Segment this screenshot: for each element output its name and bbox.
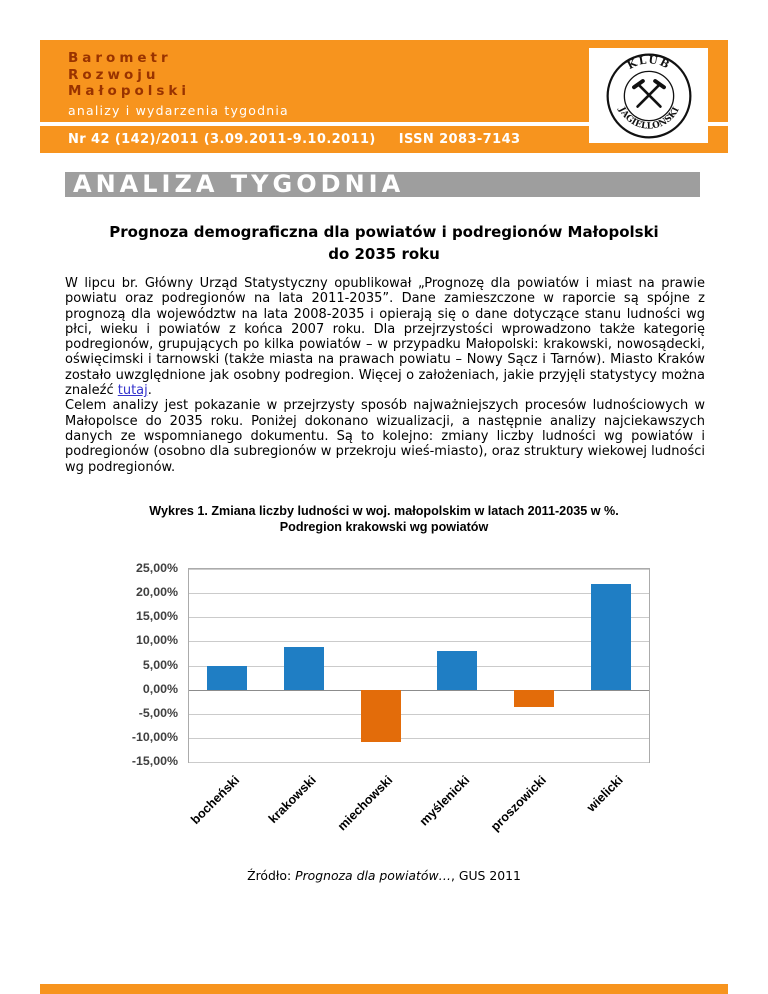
chart-x-axis: bocheński krakowski miechowski myślenicki pr…	[188, 763, 648, 865]
chart-xtick-label: miechowski	[335, 773, 396, 834]
chart-xtick-label: krakowski	[265, 773, 319, 826]
paragraph-1-text: W lipcu br. Główny Urząd Statystyczny op…	[65, 276, 705, 399]
chart-ytick-label: -15,00%	[131, 754, 178, 768]
chart-bar-krakowski	[284, 646, 324, 690]
chart-xtick-label: wielicki	[583, 773, 626, 815]
chart-xtick-label: bocheński	[188, 773, 243, 827]
chart-gridline	[189, 617, 649, 619]
paragraph-1: W lipcu br. Główny Urząd Statystyczny op…	[65, 276, 705, 398]
brand-title: Barometr Rozwoju Małopolski	[68, 50, 728, 100]
chart-bar-wielicki	[590, 584, 631, 690]
chart-gridline	[189, 737, 649, 739]
chart-ytick-label: -5,00%	[138, 705, 178, 720]
article-title-line1: Prognoza demograficzna dla powiatów i po…	[109, 223, 659, 241]
tutaj-link[interactable]: tutaj	[117, 383, 148, 399]
chart-gridline	[189, 569, 649, 570]
brand-line-1: Barometr	[68, 50, 172, 66]
chart-xtick-label: proszowicki	[488, 773, 549, 834]
paragraph-2: Celem analizy jest pokazanie w przejrzys…	[65, 398, 705, 475]
source-prefix: Źródło:	[247, 868, 296, 883]
brand-line-2: Rozwoju	[68, 66, 160, 83]
source-work-title: Prognoza dla powiatów…	[295, 868, 451, 883]
paragraph-1-end: .	[147, 383, 152, 399]
article-title-line2: do 2035 roku	[328, 245, 440, 263]
chart-area: 25,00% 20,00% 15,00% 10,00% 5,00% 0,00% -5,00%…	[115, 561, 703, 768]
chart-title-line1: Wykres 1. Zmiana liczby ludności w woj. …	[149, 504, 619, 518]
logo-box: KLUB JAGIELLOŃSKI	[589, 48, 708, 143]
chart-title-line2: Podregion krakowski wg powiatów	[279, 520, 489, 534]
newsletter-header: Barometr Rozwoju Małopolski analizy i wy…	[40, 40, 728, 153]
chart-title: Wykres 1. Zmiana liczby ludności w woj. …	[65, 503, 703, 535]
chart-gridline	[189, 762, 649, 763]
footer-bar	[40, 984, 728, 994]
chart-gridline	[189, 593, 649, 595]
issn-number: ISSN 2083-7143	[398, 132, 521, 147]
issue-number: Nr 42 (142)/2011 (3.09.2011-9.10.2011)	[68, 132, 376, 147]
brand-line-3: Małopolski	[68, 83, 191, 99]
article-title: Prognoza demograficzna dla powiatów i po…	[65, 221, 703, 265]
chart-bar-myślenicki	[437, 650, 478, 690]
chart-xtick-label: myślenicki	[416, 773, 473, 829]
crossed-hammers-icon	[631, 78, 666, 108]
chart-gridline	[189, 713, 649, 715]
chart-source: Źródło: Prognoza dla powiatów…, GUS 2011	[65, 868, 703, 883]
chart-gridline	[189, 665, 649, 667]
chart-ytick-label: 15,00%	[135, 609, 178, 624]
source-suffix: , GUS 2011	[451, 868, 521, 883]
chart-bar-proszowicki	[514, 689, 554, 707]
header-tagline: analizy i wydarzenia tygodnia	[68, 102, 289, 118]
chart: Wykres 1. Zmiana liczby ludności w woj. …	[65, 503, 703, 865]
section-banner: ANALIZA TYGODNIA	[65, 172, 700, 197]
chart-ytick-label: 0,00%	[142, 681, 178, 696]
chart-ytick-label: 10,00%	[135, 633, 178, 648]
klub-jagiellonski-seal-icon: KLUB JAGIELLOŃSKI	[606, 53, 691, 138]
chart-plot	[188, 568, 650, 763]
chart-ytick-label: 20,00%	[135, 585, 178, 600]
chart-y-axis: 25,00% 20,00% 15,00% 10,00% 5,00% 0,00% -5,00%…	[115, 561, 188, 768]
chart-bar-miechowski	[360, 689, 401, 743]
chart-ytick-label: 25,00%	[135, 561, 178, 575]
chart-bar-bocheński	[207, 665, 248, 690]
chart-gridline	[189, 689, 649, 691]
chart-gridline	[189, 641, 649, 643]
chart-ytick-label: -10,00%	[131, 729, 178, 744]
chart-ytick-label: 5,00%	[142, 657, 178, 672]
article-body: W lipcu br. Główny Urząd Statystyczny op…	[65, 276, 705, 475]
